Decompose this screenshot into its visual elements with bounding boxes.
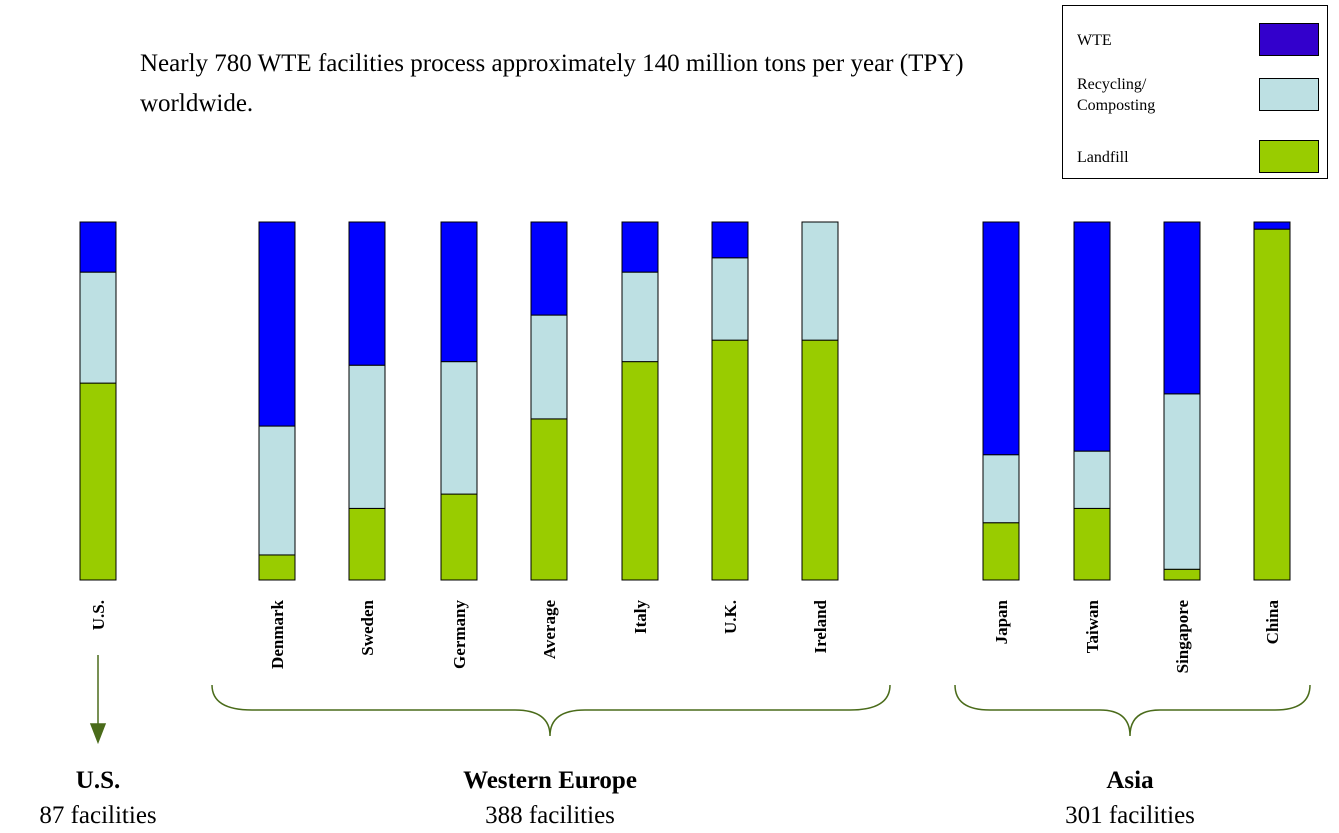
bar-segment [530, 314, 568, 420]
bar-segment [530, 418, 568, 581]
bar-segment [1163, 393, 1201, 570]
bar-segment [348, 364, 386, 509]
legend-swatch [1259, 78, 1319, 111]
x-tick-label: Ireland [811, 599, 830, 653]
bar-segment [801, 221, 839, 341]
bar-segment [711, 221, 749, 259]
bar-segment [982, 454, 1020, 524]
bar-segment [711, 339, 749, 581]
bar-segment [440, 361, 478, 495]
legend-item: Recycling/ Composting [1077, 76, 1319, 114]
bar-segment [530, 221, 568, 316]
x-tick-label: Sweden [358, 599, 377, 655]
group-label: Western Europe [463, 767, 637, 794]
bar-segment [440, 221, 478, 363]
bar-segment [1073, 450, 1111, 509]
legend-swatch [1259, 140, 1319, 173]
group-label: Asia [1106, 767, 1154, 794]
bar-segment [440, 493, 478, 581]
x-tick-label: Denmark [268, 599, 287, 668]
x-tick-label: Japan [992, 599, 1011, 644]
arrow-head [89, 723, 107, 745]
bar-segment [621, 361, 659, 581]
annotations [89, 655, 1311, 745]
group-subtitle: 388 facilities [485, 802, 615, 829]
x-tick-label: Germany [450, 600, 469, 669]
bar-segment [79, 382, 117, 581]
bar-segment [1253, 221, 1291, 230]
bar-segment [258, 221, 296, 427]
bar-segment [79, 271, 117, 384]
group-subtitle: 87 facilities [39, 802, 156, 829]
legend-item: Landfill [1077, 140, 1319, 174]
bar-segment [348, 507, 386, 581]
x-tick-label: China [1263, 600, 1282, 645]
brace [211, 684, 891, 737]
group-label: U.S. [76, 767, 120, 794]
bar-segment [801, 339, 839, 581]
x-tick-label: Italy [631, 600, 650, 635]
bar-segment [348, 221, 386, 366]
bar-segment [258, 554, 296, 581]
bar-segment [1073, 221, 1111, 452]
bar-segment [79, 221, 117, 273]
x-tick-label: Singapore [1173, 600, 1192, 674]
x-tick-label: U.K. [721, 600, 740, 634]
legend: WTE Recycling/ Composting Landfill [1062, 5, 1328, 179]
x-tick-label: Taiwan [1083, 599, 1102, 653]
bar-segment [982, 522, 1020, 581]
bar-segment [621, 221, 659, 273]
bar-segment [982, 221, 1020, 456]
legend-label: Landfill [1077, 148, 1129, 166]
x-tick-label: Average [540, 600, 559, 660]
chart-title: Nearly 780 WTE facilities process approx… [140, 50, 964, 117]
group-subtitle: 301 facilities [1065, 802, 1195, 829]
bar-segment [258, 425, 296, 556]
x-tick-label: U.S. [89, 600, 108, 630]
bar-segment [621, 271, 659, 363]
legend-label: Recycling/ Composting [1077, 76, 1156, 114]
legend-swatch [1259, 23, 1319, 56]
bar-segment [1163, 568, 1201, 581]
legend-label: WTE [1077, 31, 1112, 49]
legend-item: WTE [1077, 23, 1319, 57]
bar-segment [711, 257, 749, 341]
bar-segment [1073, 507, 1111, 581]
bar-segment [1163, 221, 1201, 395]
brace [954, 684, 1311, 737]
bar-segment [1253, 228, 1291, 581]
